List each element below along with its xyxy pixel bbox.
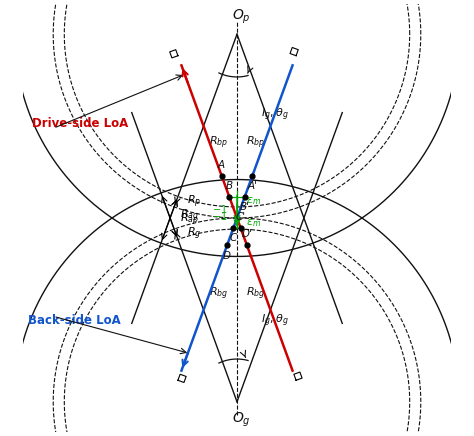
Text: D: D [223, 251, 231, 261]
Text: $\varepsilon_m$: $\varepsilon_m$ [246, 217, 261, 229]
Text: $R_{ap}$: $R_{ap}$ [180, 211, 199, 228]
Text: B': B' [240, 202, 250, 212]
Text: C': C' [236, 212, 246, 222]
Text: $I_g, \theta_g$: $I_g, \theta_g$ [261, 313, 288, 329]
Text: $O_p$: $O_p$ [232, 7, 251, 26]
Text: $I_g, \theta_g$: $I_g, \theta_g$ [261, 107, 288, 123]
Text: A: A [218, 160, 225, 170]
Text: $O_g$: $O_g$ [232, 410, 251, 429]
Text: Back-side LoA: Back-side LoA [27, 314, 120, 327]
Text: $R_{bp}$: $R_{bp}$ [246, 134, 265, 150]
Text: D': D' [241, 229, 252, 239]
Text: $\varepsilon_m$: $\varepsilon_m$ [246, 196, 261, 208]
Text: $R_{ag}$: $R_{ag}$ [180, 208, 199, 225]
Text: $R_{bp}$: $R_{bp}$ [209, 134, 228, 150]
Text: C: C [230, 233, 237, 243]
Text: $R_g$: $R_g$ [187, 226, 201, 242]
Text: $R_p$: $R_p$ [187, 194, 201, 210]
Text: B: B [226, 181, 233, 191]
Text: $R_{bg}$: $R_{bg}$ [246, 286, 265, 302]
Text: $-1$: $-1$ [212, 203, 228, 215]
Text: Drive-side LoA: Drive-side LoA [32, 117, 128, 130]
Text: A': A' [247, 181, 257, 191]
Text: $-1$: $-1$ [212, 210, 228, 221]
Text: $R_{bg}$: $R_{bg}$ [209, 286, 228, 302]
